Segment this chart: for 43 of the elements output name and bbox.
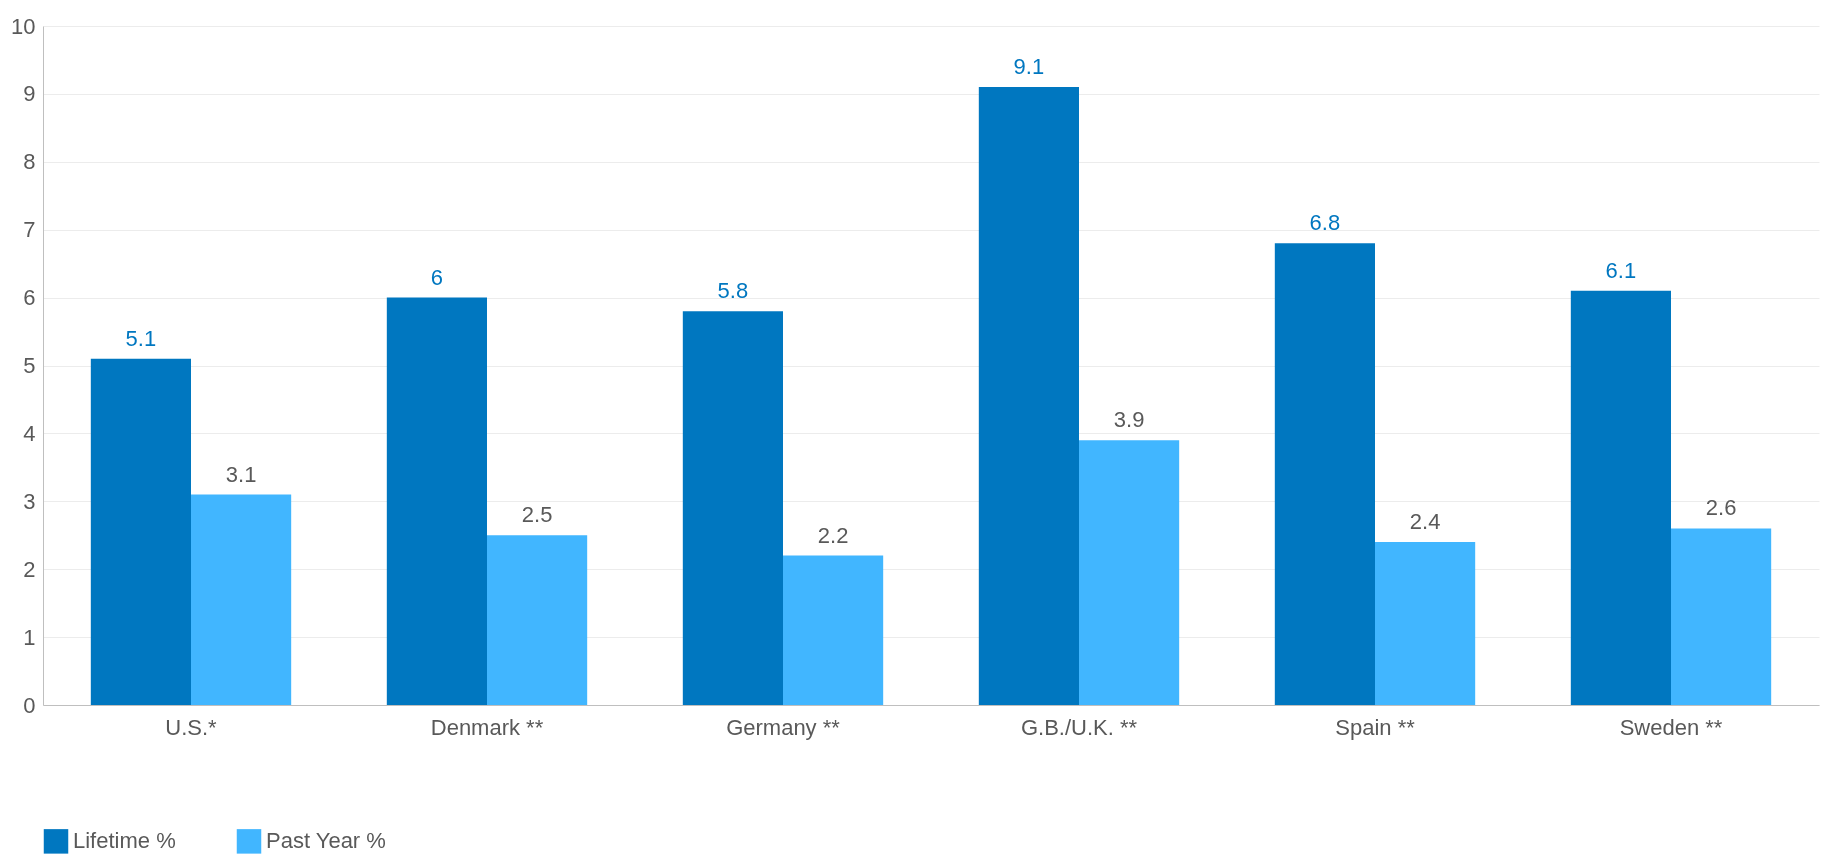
y-tick-label: 10 [11, 13, 36, 39]
y-tick-label: 8 [23, 149, 36, 175]
bar [90, 358, 191, 705]
data-label: 6 [430, 264, 444, 290]
x-tick-label: Germany ** [726, 714, 841, 740]
data-label: 3.1 [225, 461, 257, 487]
bar [1375, 542, 1476, 705]
legend-label: Lifetime % [73, 828, 176, 854]
y-tick-label: 0 [23, 692, 36, 718]
bar [682, 311, 783, 705]
data-label: 3.9 [1113, 407, 1145, 433]
data-label: 9.1 [1013, 54, 1045, 80]
data-label: 2.6 [1705, 495, 1737, 521]
x-tick-label: Sweden ** [1619, 714, 1723, 740]
x-tick-label: U.S.* [165, 714, 218, 740]
bar [1079, 440, 1180, 705]
bar [386, 297, 487, 705]
y-tick-label: 4 [23, 420, 36, 446]
y-tick-label: 1 [23, 624, 36, 650]
data-label: 6.1 [1605, 257, 1637, 283]
data-label: 5.1 [125, 325, 157, 351]
x-tick-label: G.B./U.K. ** [1020, 714, 1138, 740]
bar [978, 87, 1079, 705]
x-tick-label: Denmark ** [430, 714, 544, 740]
bar [1671, 528, 1772, 705]
bar [783, 555, 884, 705]
bar [1570, 290, 1671, 705]
y-tick-label: 2 [23, 556, 36, 582]
data-label: 2.5 [521, 502, 553, 528]
data-label: 6.8 [1309, 210, 1341, 236]
x-tick-label: Spain ** [1335, 714, 1416, 740]
y-tick-label: 7 [23, 217, 36, 243]
data-label: 2.4 [1409, 509, 1441, 535]
y-tick-label: 9 [23, 81, 36, 107]
bar [1274, 243, 1375, 705]
data-label: 2.2 [817, 522, 849, 548]
y-tick-label: 3 [23, 488, 36, 514]
y-tick-label: 5 [23, 353, 36, 378]
data-label: 5.8 [717, 278, 749, 304]
bar [487, 535, 588, 705]
y-tick-label: 6 [23, 285, 36, 311]
bar [191, 494, 292, 705]
legend-label: Past Year % [266, 828, 386, 854]
